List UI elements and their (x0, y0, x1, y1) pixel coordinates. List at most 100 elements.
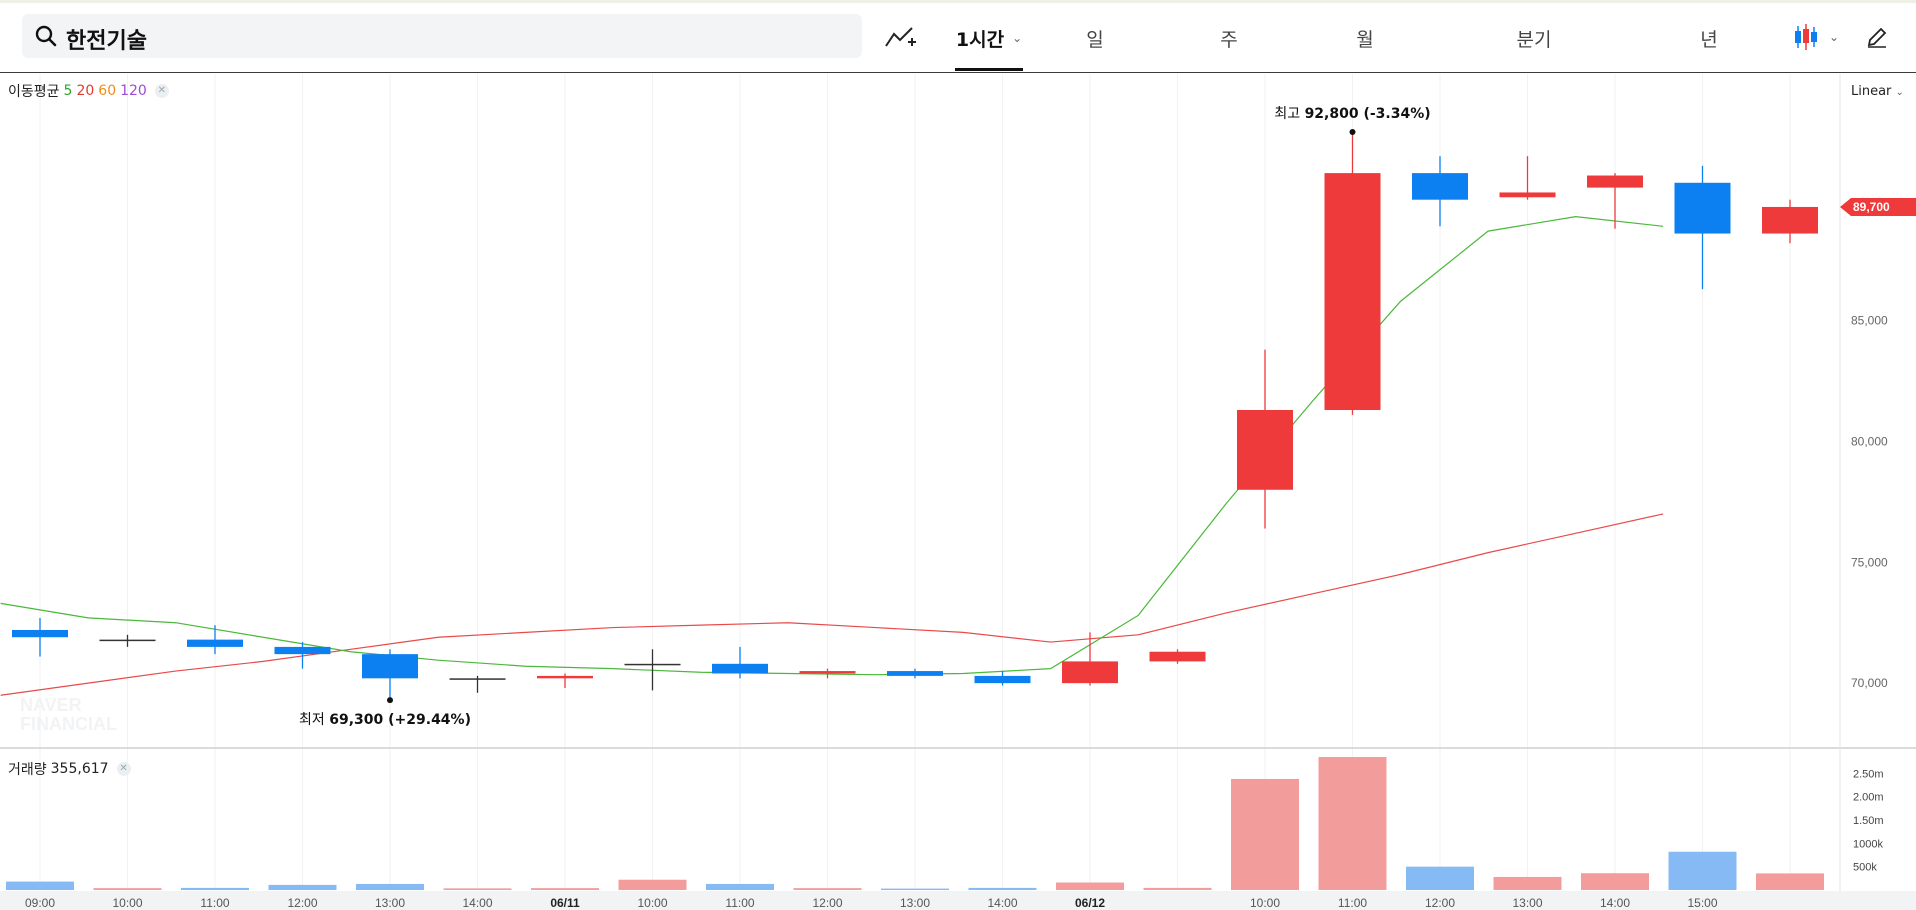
volume-tick-label: 2.00m (1853, 792, 1884, 804)
candle-body (712, 663, 768, 674)
volume-bar (356, 883, 424, 890)
price-tick-label: 85,000 (1851, 314, 1888, 328)
low-marker (387, 697, 393, 704)
volume-bar (1756, 873, 1824, 890)
current-price-label: 89,700 (1853, 200, 1890, 214)
volume-bar (443, 888, 512, 890)
time-axis-background (0, 891, 1916, 910)
candle-body (624, 663, 681, 666)
price-tick-label: 75,000 (1851, 555, 1888, 569)
time-tick-label: 12:00 (287, 896, 317, 910)
tab-month[interactable]: 월 (1356, 28, 1374, 51)
ma20-line (0, 513, 1664, 696)
candle-body (1499, 192, 1556, 198)
time-tick-label: 12:00 (812, 896, 842, 910)
time-tick-label: 10:00 (112, 896, 142, 910)
tab-week[interactable]: 주 (1220, 28, 1238, 51)
candle-body (1762, 206, 1818, 234)
time-tick-label: 06/12 (1075, 896, 1105, 910)
time-tick-label: 14:00 (1600, 896, 1630, 910)
ma5-line (0, 216, 1664, 676)
volume-bar (6, 881, 74, 890)
trend-add-icon[interactable] (882, 17, 918, 57)
price-tick-label: 70,000 (1851, 676, 1888, 690)
candle-body (12, 629, 68, 638)
volume-bar (968, 887, 1037, 890)
volume-bar (1318, 757, 1387, 890)
candle-body (1324, 173, 1381, 410)
volume-bar (1581, 873, 1649, 890)
chevron-down-icon: ⌄ (1012, 31, 1023, 45)
volume-legend: 거래량 355,617 ✕ (8, 759, 131, 779)
candle-body (362, 654, 418, 679)
chevron-down-icon: ⌄ (1828, 30, 1840, 44)
volume-bar (618, 879, 687, 890)
candle-body (1412, 173, 1468, 200)
scale-mode-selector[interactable]: Linear ⌄ (1851, 84, 1904, 99)
candle-body (187, 639, 243, 647)
search-icon (34, 24, 58, 52)
candle-body (274, 646, 331, 655)
pencil-icon[interactable] (1862, 17, 1892, 57)
time-tick-label: 12:00 (1425, 896, 1455, 910)
time-tick-label: 13:00 (900, 896, 930, 910)
volume-bar (1056, 882, 1124, 890)
stock-search-box[interactable]: 한전기술 (22, 14, 862, 58)
ma-period-60: 60 (98, 83, 117, 99)
close-icon[interactable]: ✕ (154, 84, 169, 98)
candle-body (974, 675, 1031, 684)
candle-body (1674, 182, 1731, 234)
tab-year[interactable]: 년 (1700, 28, 1718, 51)
volume-bar (93, 888, 162, 890)
time-tick-label: 09:00 (25, 896, 55, 910)
close-icon[interactable]: ✕ (116, 762, 131, 776)
high-marker (1349, 129, 1356, 136)
time-tick-label: 11:00 (1338, 896, 1367, 910)
watermark-text: FINANCIAL (20, 714, 117, 734)
volume-tick-label: 2.50m (1853, 768, 1884, 780)
volume-bar (1493, 876, 1562, 890)
watermark-text: NAVER (20, 695, 82, 715)
tab-quarter[interactable]: 분기 (1516, 28, 1552, 51)
candle-body (1237, 410, 1293, 490)
time-tick-label: 11:00 (725, 896, 754, 910)
top-border (0, 0, 1916, 3)
time-tick-label: 10:00 (637, 896, 667, 910)
volume-tick-label: 1.50m (1853, 815, 1884, 827)
candlestick-icon (1794, 24, 1817, 50)
moving-average-legend: 이동평균 5 20 60 120 ✕ (8, 81, 169, 101)
time-tick-label: 14:00 (987, 896, 1017, 910)
candle-body (887, 671, 943, 676)
volume-bar (531, 888, 599, 890)
candle-body (1587, 175, 1643, 188)
volume-bar (1668, 851, 1737, 890)
tab-day[interactable]: 일 (1086, 28, 1104, 51)
candle-body (1149, 651, 1206, 662)
volume-tick-label: 500k (1853, 862, 1877, 874)
candle-body (449, 678, 506, 680)
chart-type-selector[interactable]: ⌄ (1790, 17, 1840, 57)
time-tick-label: 06/11 (550, 896, 580, 910)
price-tick-label: 80,000 (1851, 434, 1888, 448)
current-price-tag (1840, 197, 1916, 216)
volume-bar (793, 888, 862, 890)
candle-body (537, 675, 593, 679)
volume-bar (181, 887, 249, 890)
volume-bar (881, 888, 949, 890)
time-tick-label: 13:00 (375, 896, 405, 910)
time-tick-label: 10:00 (1250, 896, 1280, 910)
volume-bar (706, 883, 774, 890)
low-annotation: 최저 69,300 (+29.44%) (299, 712, 471, 728)
volume-legend-label: 거래량 (8, 762, 47, 778)
time-tick-label: 15:00 (1687, 896, 1717, 910)
search-query[interactable]: 한전기술 (66, 29, 147, 54)
ma-period-5: 5 (63, 83, 73, 99)
ma-legend-label: 이동평균 (8, 84, 60, 100)
ma-period-120: 120 (120, 83, 147, 99)
volume-bar (1143, 887, 1212, 890)
candle-body (1062, 661, 1118, 684)
tab-1hour[interactable]: 1시간 ⌄ (955, 11, 1023, 71)
volume-bar (1406, 866, 1474, 890)
ma-period-20: 20 (76, 83, 95, 99)
